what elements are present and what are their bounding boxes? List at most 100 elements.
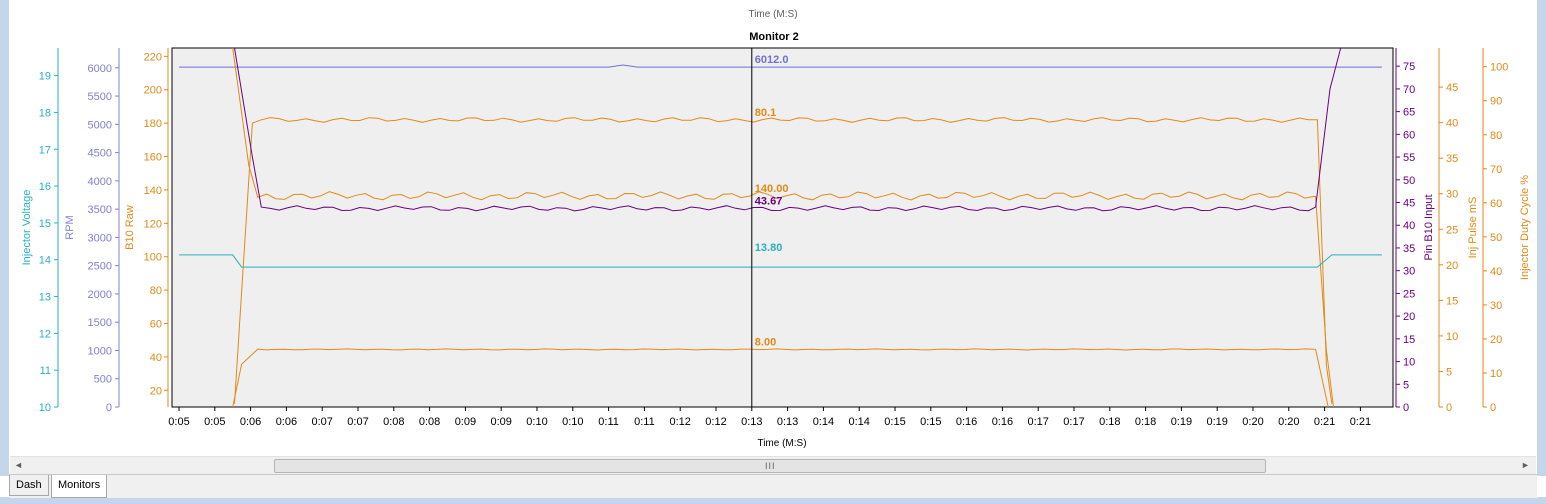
x-tick-label: 0:17 bbox=[1063, 416, 1084, 428]
axis-tick-label-injpulse: 40 bbox=[1446, 118, 1458, 130]
cursor-value-3: 43.67 bbox=[755, 195, 783, 207]
x-axis: 0:05 0:05 0:06 0:06 0:07 0:07 0:08 0:08 0:09 0:09… bbox=[168, 407, 1371, 428]
x-tick-label: 0:13 bbox=[777, 416, 798, 428]
axis-tick-label-injv: 18 bbox=[39, 107, 51, 119]
axis-tick-label-duty: 50 bbox=[1490, 232, 1502, 244]
x-tick-label: 0:16 bbox=[956, 416, 977, 428]
x-tick-label: 0:19 bbox=[1171, 416, 1192, 428]
axis-tick-label-duty: 0 bbox=[1490, 402, 1496, 414]
axis-tick-label-b10raw: 120 bbox=[144, 218, 162, 230]
x-tick-label: 0:08 bbox=[419, 416, 440, 428]
x-tick-label: 0:10 bbox=[562, 416, 583, 428]
axis-tick-label-duty: 70 bbox=[1490, 164, 1502, 176]
axis-tick-label-injv: 19 bbox=[39, 71, 51, 83]
axis-tick-label-b10raw: 100 bbox=[144, 252, 162, 264]
axis-tick-label-pinb10: 40 bbox=[1403, 220, 1415, 232]
axis-tick-label-pinb10: 35 bbox=[1403, 243, 1415, 255]
axis-tick-label-pinb10: 45 bbox=[1403, 198, 1415, 210]
series-line-2 bbox=[232, 47, 1334, 408]
axis-tick-label-injv: 11 bbox=[40, 365, 51, 377]
x-tick-label: 0:11 bbox=[598, 416, 619, 428]
axis-tick-label-rpm: 3500 bbox=[88, 204, 112, 216]
x-tick-label: 0:09 bbox=[455, 416, 476, 428]
axis-tick-label-rpm: 2500 bbox=[88, 261, 112, 273]
x-tick-label: 0:15 bbox=[920, 416, 941, 428]
tab-monitors[interactable]: Monitors bbox=[51, 475, 108, 498]
axis-tick-label-injpulse: 20 bbox=[1446, 260, 1458, 272]
axis-tick-label-rpm: 5000 bbox=[88, 119, 112, 131]
x-tick-label: 0:18 bbox=[1099, 416, 1120, 428]
axis-tick-label-injpulse: 35 bbox=[1446, 153, 1458, 165]
axis-tick-label-injv: 16 bbox=[39, 181, 51, 193]
scroll-grip-icon: III bbox=[765, 461, 776, 471]
axis-tick-label-b10raw: 40 bbox=[150, 352, 162, 364]
x-tick-label: 0:20 bbox=[1242, 416, 1263, 428]
x-tick-label: 0:13 bbox=[741, 416, 762, 428]
x-tick-label: 0:16 bbox=[992, 416, 1013, 428]
axis-tick-label-pinb10: 15 bbox=[1403, 334, 1415, 346]
axis-tick-label-b10raw: 160 bbox=[144, 152, 162, 164]
scroll-left-icon[interactable]: ◄ bbox=[14, 460, 23, 470]
axis-tick-label-duty: 40 bbox=[1490, 266, 1502, 278]
axis-tick-label-pinb10: 20 bbox=[1403, 311, 1415, 323]
axis-tick-label-injpulse: 5 bbox=[1446, 366, 1452, 378]
axis-tick-label-injpulse: 30 bbox=[1446, 189, 1458, 201]
x-tick-label: 0:15 bbox=[884, 416, 905, 428]
x-tick-label: 0:07 bbox=[347, 416, 368, 428]
cursor-value-5: 8.00 bbox=[755, 336, 776, 348]
axis-tick-label-b10raw: 180 bbox=[144, 118, 162, 130]
x-tick-label: 0:12 bbox=[705, 416, 726, 428]
x-tick-label: 0:12 bbox=[669, 416, 690, 428]
axis-tick-label-pinb10: 10 bbox=[1403, 357, 1415, 369]
top-time-caption: Time (M:S) bbox=[748, 9, 797, 20]
x-tick-label: 0:19 bbox=[1206, 416, 1227, 428]
axis-tick-label-rpm: 6000 bbox=[88, 63, 112, 75]
window-frame-bottom bbox=[0, 497, 1546, 504]
axis-tick-label-b10raw: 200 bbox=[144, 85, 162, 97]
axis-tick-label-b10raw: 80 bbox=[150, 285, 162, 297]
x-tick-label: 0:20 bbox=[1278, 416, 1299, 428]
axis-tick-label-injpulse: 25 bbox=[1446, 224, 1458, 236]
axis-tick-label-duty: 100 bbox=[1490, 62, 1508, 74]
x-tick-label: 0:14 bbox=[813, 416, 834, 428]
tab-dash[interactable]: Dash bbox=[9, 475, 49, 496]
axis-tick-label-rpm: 500 bbox=[94, 374, 112, 386]
chart-title: Monitor 2 bbox=[749, 31, 799, 43]
axis-tick-label-pinb10: 50 bbox=[1403, 175, 1415, 187]
cursor-value-0: 6012.0 bbox=[755, 54, 789, 66]
axis-tick-label-injv: 13 bbox=[39, 292, 51, 304]
axis-tick-label-pinb10: 60 bbox=[1403, 129, 1415, 141]
x-tick-label: 0:07 bbox=[311, 416, 332, 428]
x-tick-label: 0:21 bbox=[1350, 416, 1371, 428]
axis-label-duty: Injector Duty Cycle % bbox=[1519, 175, 1531, 280]
axis-label-pinb10: Pin B10 Input bbox=[1423, 194, 1435, 260]
axis-tick-label-injv: 17 bbox=[39, 144, 51, 156]
axis-tick-label-injpulse: 15 bbox=[1446, 295, 1458, 307]
axis-tick-label-b10raw: 60 bbox=[150, 319, 162, 331]
axis-tick-label-pinb10: 65 bbox=[1403, 107, 1415, 119]
scroll-thumb[interactable]: III bbox=[274, 459, 1266, 473]
axis-tick-label-duty: 90 bbox=[1490, 96, 1502, 108]
x-tick-label: 0:14 bbox=[848, 416, 869, 428]
axis-tick-label-rpm: 4500 bbox=[88, 148, 112, 160]
plot-area[interactable] bbox=[171, 47, 1394, 408]
axis-tick-label-pinb10: 30 bbox=[1403, 266, 1415, 278]
axis-tick-label-injpulse: 45 bbox=[1446, 82, 1458, 94]
axis-tick-label-injpulse: 0 bbox=[1446, 402, 1452, 414]
tab-bar: Dash Monitors bbox=[9, 474, 1537, 498]
axis-tick-label-duty: 30 bbox=[1490, 300, 1502, 312]
x-tick-label: 0:09 bbox=[490, 416, 511, 428]
series-line-1 bbox=[234, 117, 1333, 404]
series-line-5 bbox=[232, 348, 1329, 408]
axis-label-b10raw: B10 Raw bbox=[124, 205, 136, 250]
scroll-right-icon[interactable]: ► bbox=[1521, 460, 1530, 470]
x-tick-label: 0:11 bbox=[634, 416, 655, 428]
axis-tick-label-b10raw: 20 bbox=[150, 385, 162, 397]
axis-label-injv: Injector Voltage bbox=[21, 190, 33, 266]
axis-tick-label-injv: 14 bbox=[39, 255, 51, 267]
x-tick-label: 0:17 bbox=[1027, 416, 1048, 428]
horizontal-scrollbar[interactable]: ◄ III ► bbox=[10, 456, 1536, 474]
axis-tick-label-rpm: 5500 bbox=[88, 91, 112, 103]
axis-tick-label-injv: 10 bbox=[39, 402, 51, 414]
axis-tick-label-rpm: 0 bbox=[106, 402, 112, 414]
